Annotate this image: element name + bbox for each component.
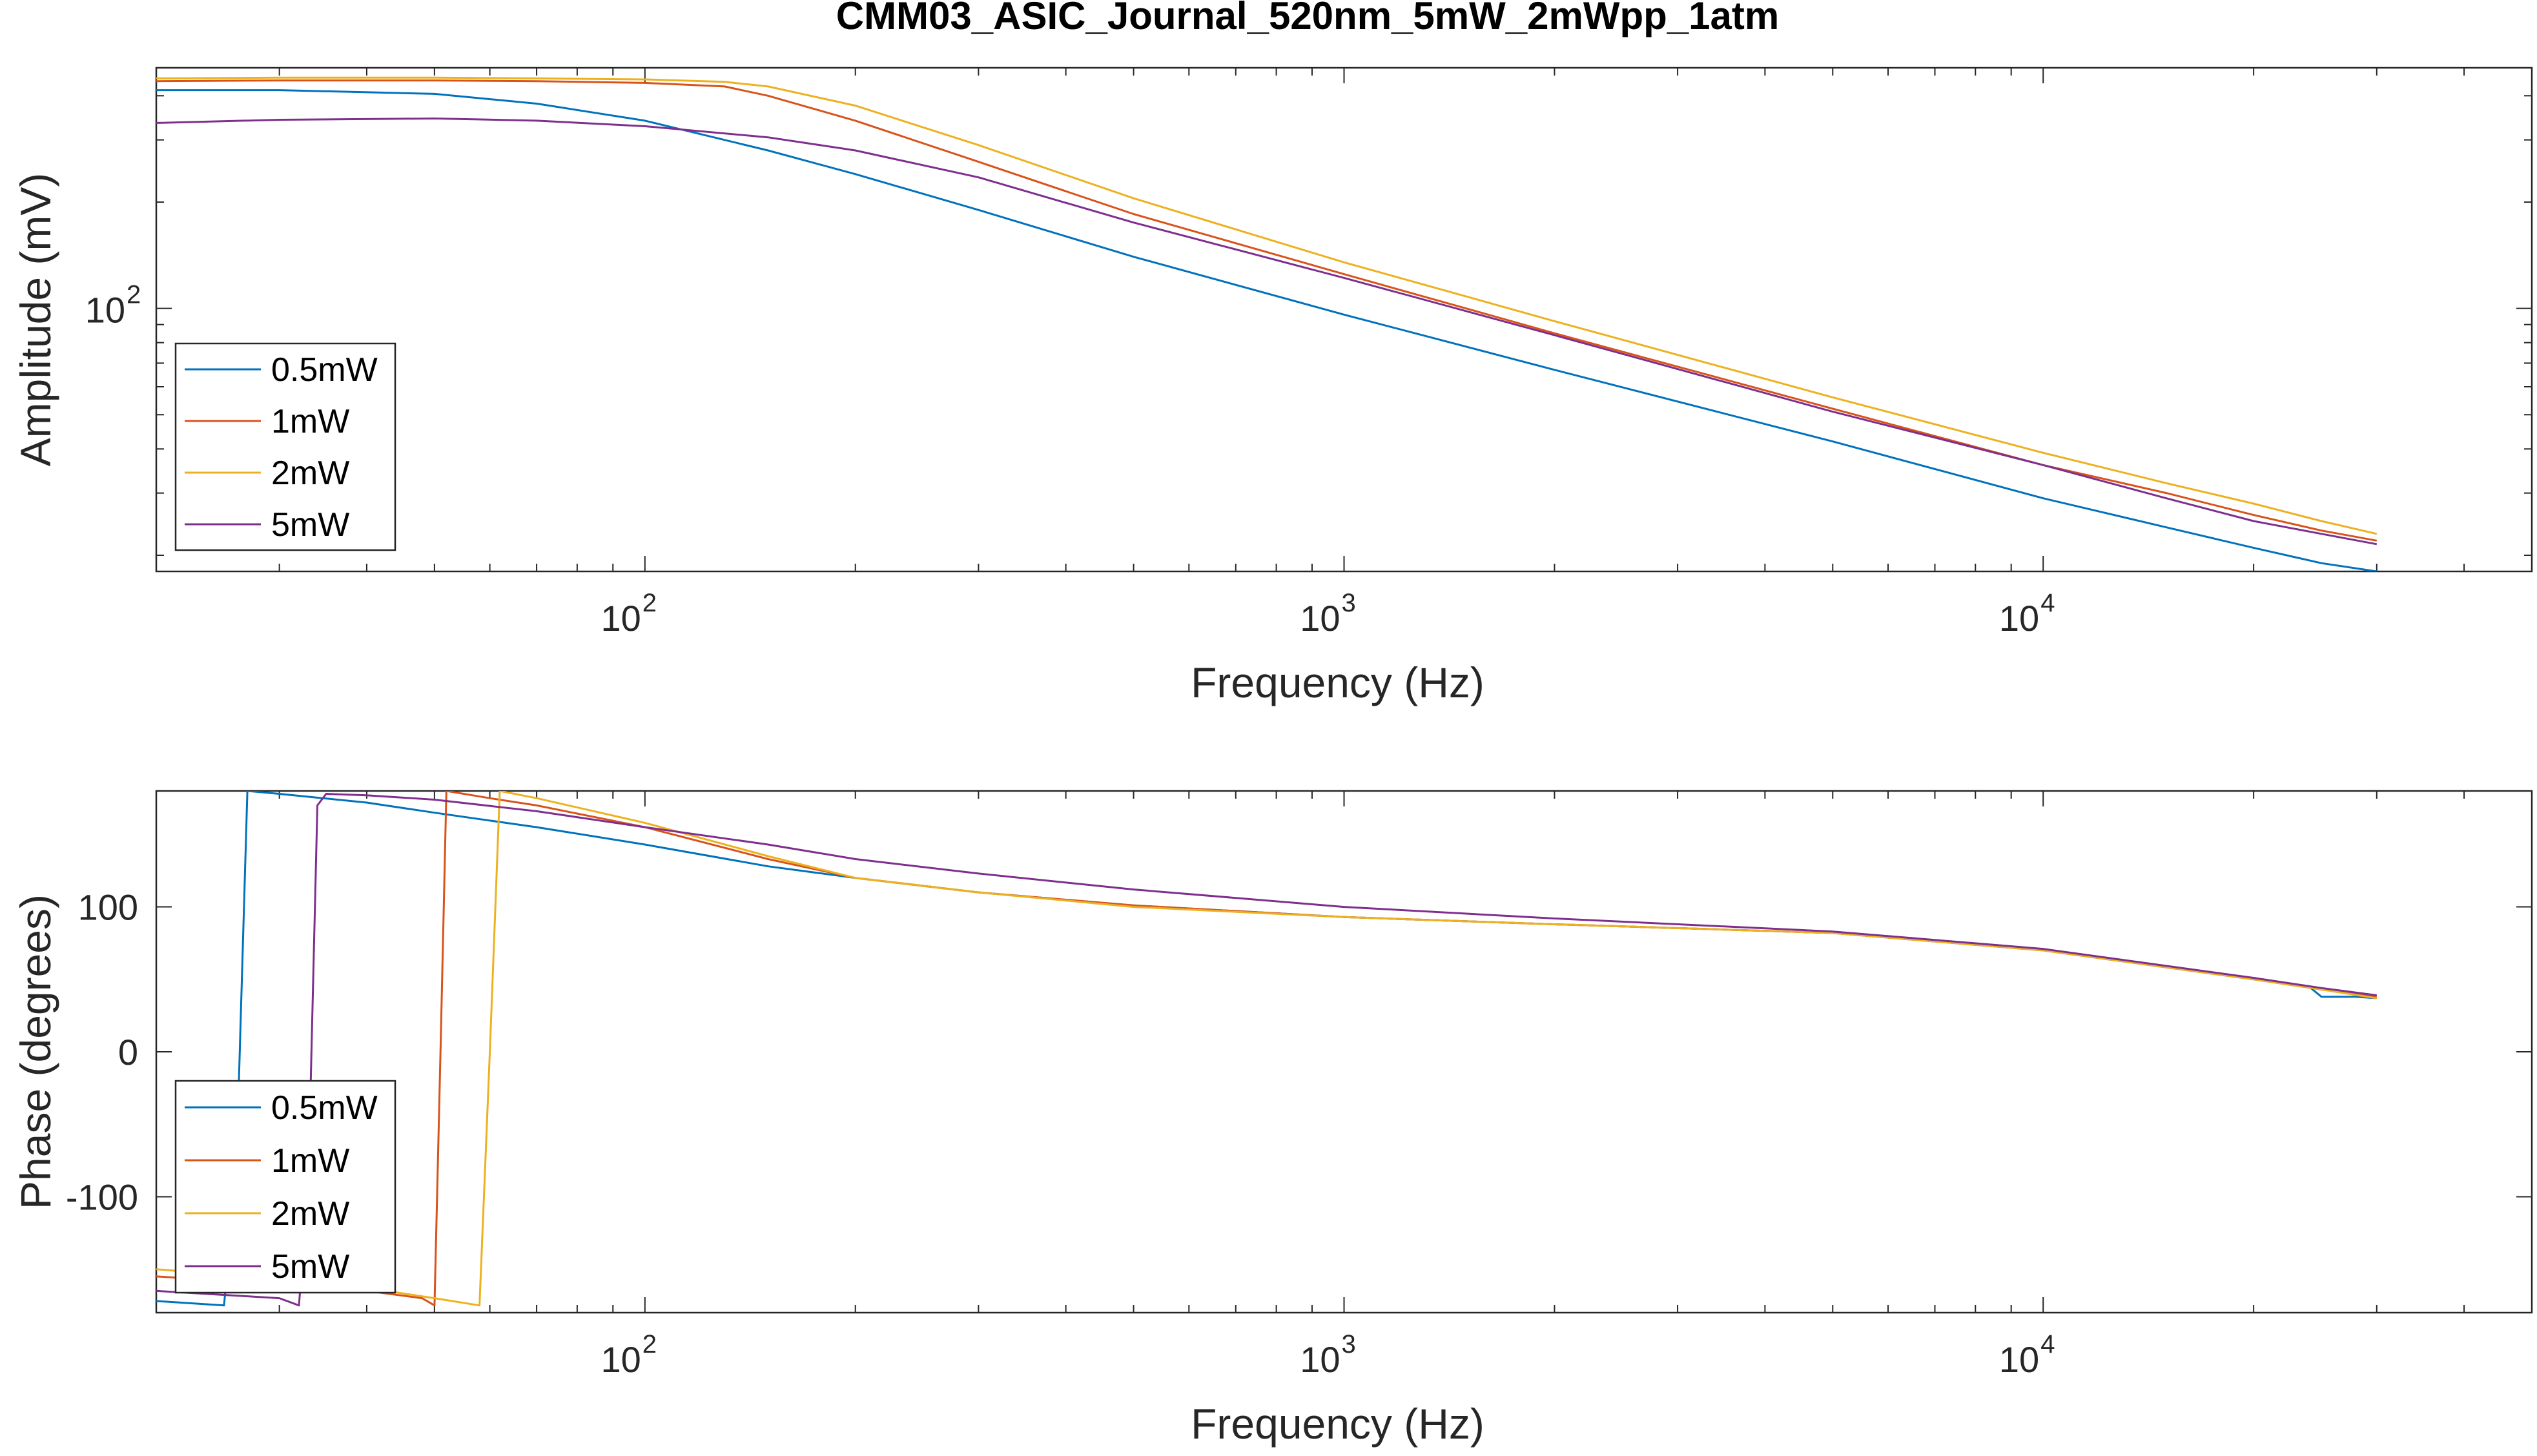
amplitude-y-tick-label: 10 xyxy=(85,290,125,331)
amplitude-legend-box xyxy=(174,342,396,551)
amplitude-x-tick-label: 10 xyxy=(601,598,641,639)
phase-x-tick-label: 10 xyxy=(601,1339,641,1380)
phase-y-axis-label: Phase (degrees) xyxy=(12,894,59,1209)
amplitude-series-line-2mw xyxy=(156,76,2378,535)
phase-legend: 0.5mW 1mW 2mW 5mW xyxy=(174,1080,396,1294)
amplitude-series-line-0.5mw xyxy=(156,89,2378,571)
amplitude-legend-label: 2mW xyxy=(271,455,349,492)
amplitude-series-line-5mw xyxy=(156,118,2378,546)
amplitude-x-tick-label-exponent: 2 xyxy=(642,589,657,617)
amplitude-y-axis-label: Amplitude (mV) xyxy=(12,173,59,467)
phase-legend-label: 0.5mW xyxy=(271,1089,378,1127)
phase-legend-label: 2mW xyxy=(271,1195,349,1233)
amplitude-legend-label: 1mW xyxy=(271,403,349,440)
phase-x-tick-label-exponent: 2 xyxy=(642,1330,657,1359)
amplitude-legend-label: 5mW xyxy=(271,506,349,544)
phase-y-tick-label: -100 xyxy=(66,1176,138,1217)
amplitude-x-tick-label: 10 xyxy=(1300,598,1340,639)
amplitude-x-tick-label-exponent: 4 xyxy=(2040,589,2055,617)
phase-x-tick-label: 10 xyxy=(1999,1339,2039,1380)
phase-y-tick-label: 100 xyxy=(78,887,138,928)
phase-legend-label: 5mW xyxy=(271,1248,349,1286)
amplitude-legend-label: 0.5mW xyxy=(271,351,378,389)
phase-x-tick-label-exponent: 3 xyxy=(1342,1330,1356,1359)
phase-x-tick-label: 10 xyxy=(1300,1339,1340,1380)
figure-title: CMM03_ASIC_Journal_520nm_5mW_2mWpp_1atm xyxy=(836,0,1779,37)
amplitude-x-tick-label: 10 xyxy=(1999,598,2039,639)
phase-x-tick-label-exponent: 4 xyxy=(2040,1330,2055,1359)
amplitude-x-tick-label-exponent: 3 xyxy=(1342,589,1356,617)
phase-series-line-5mw xyxy=(156,793,2377,1307)
phase-y-tick-label: 0 xyxy=(118,1032,138,1072)
phase-x-axis-label: Frequency (Hz) xyxy=(1191,1400,1484,1448)
phase-legend-box xyxy=(174,1080,396,1294)
amplitude-legend: 0.5mW 1mW 2mW 5mW xyxy=(174,342,396,551)
amplitude-y-tick-label-exponent: 2 xyxy=(127,281,141,309)
phase-legend-label: 1mW xyxy=(271,1142,349,1180)
phase-series-line-2mw xyxy=(156,791,2378,1307)
amplitude-x-axis-label: Frequency (Hz) xyxy=(1191,659,1484,706)
amplitude-series-line-1mw xyxy=(156,79,2378,542)
